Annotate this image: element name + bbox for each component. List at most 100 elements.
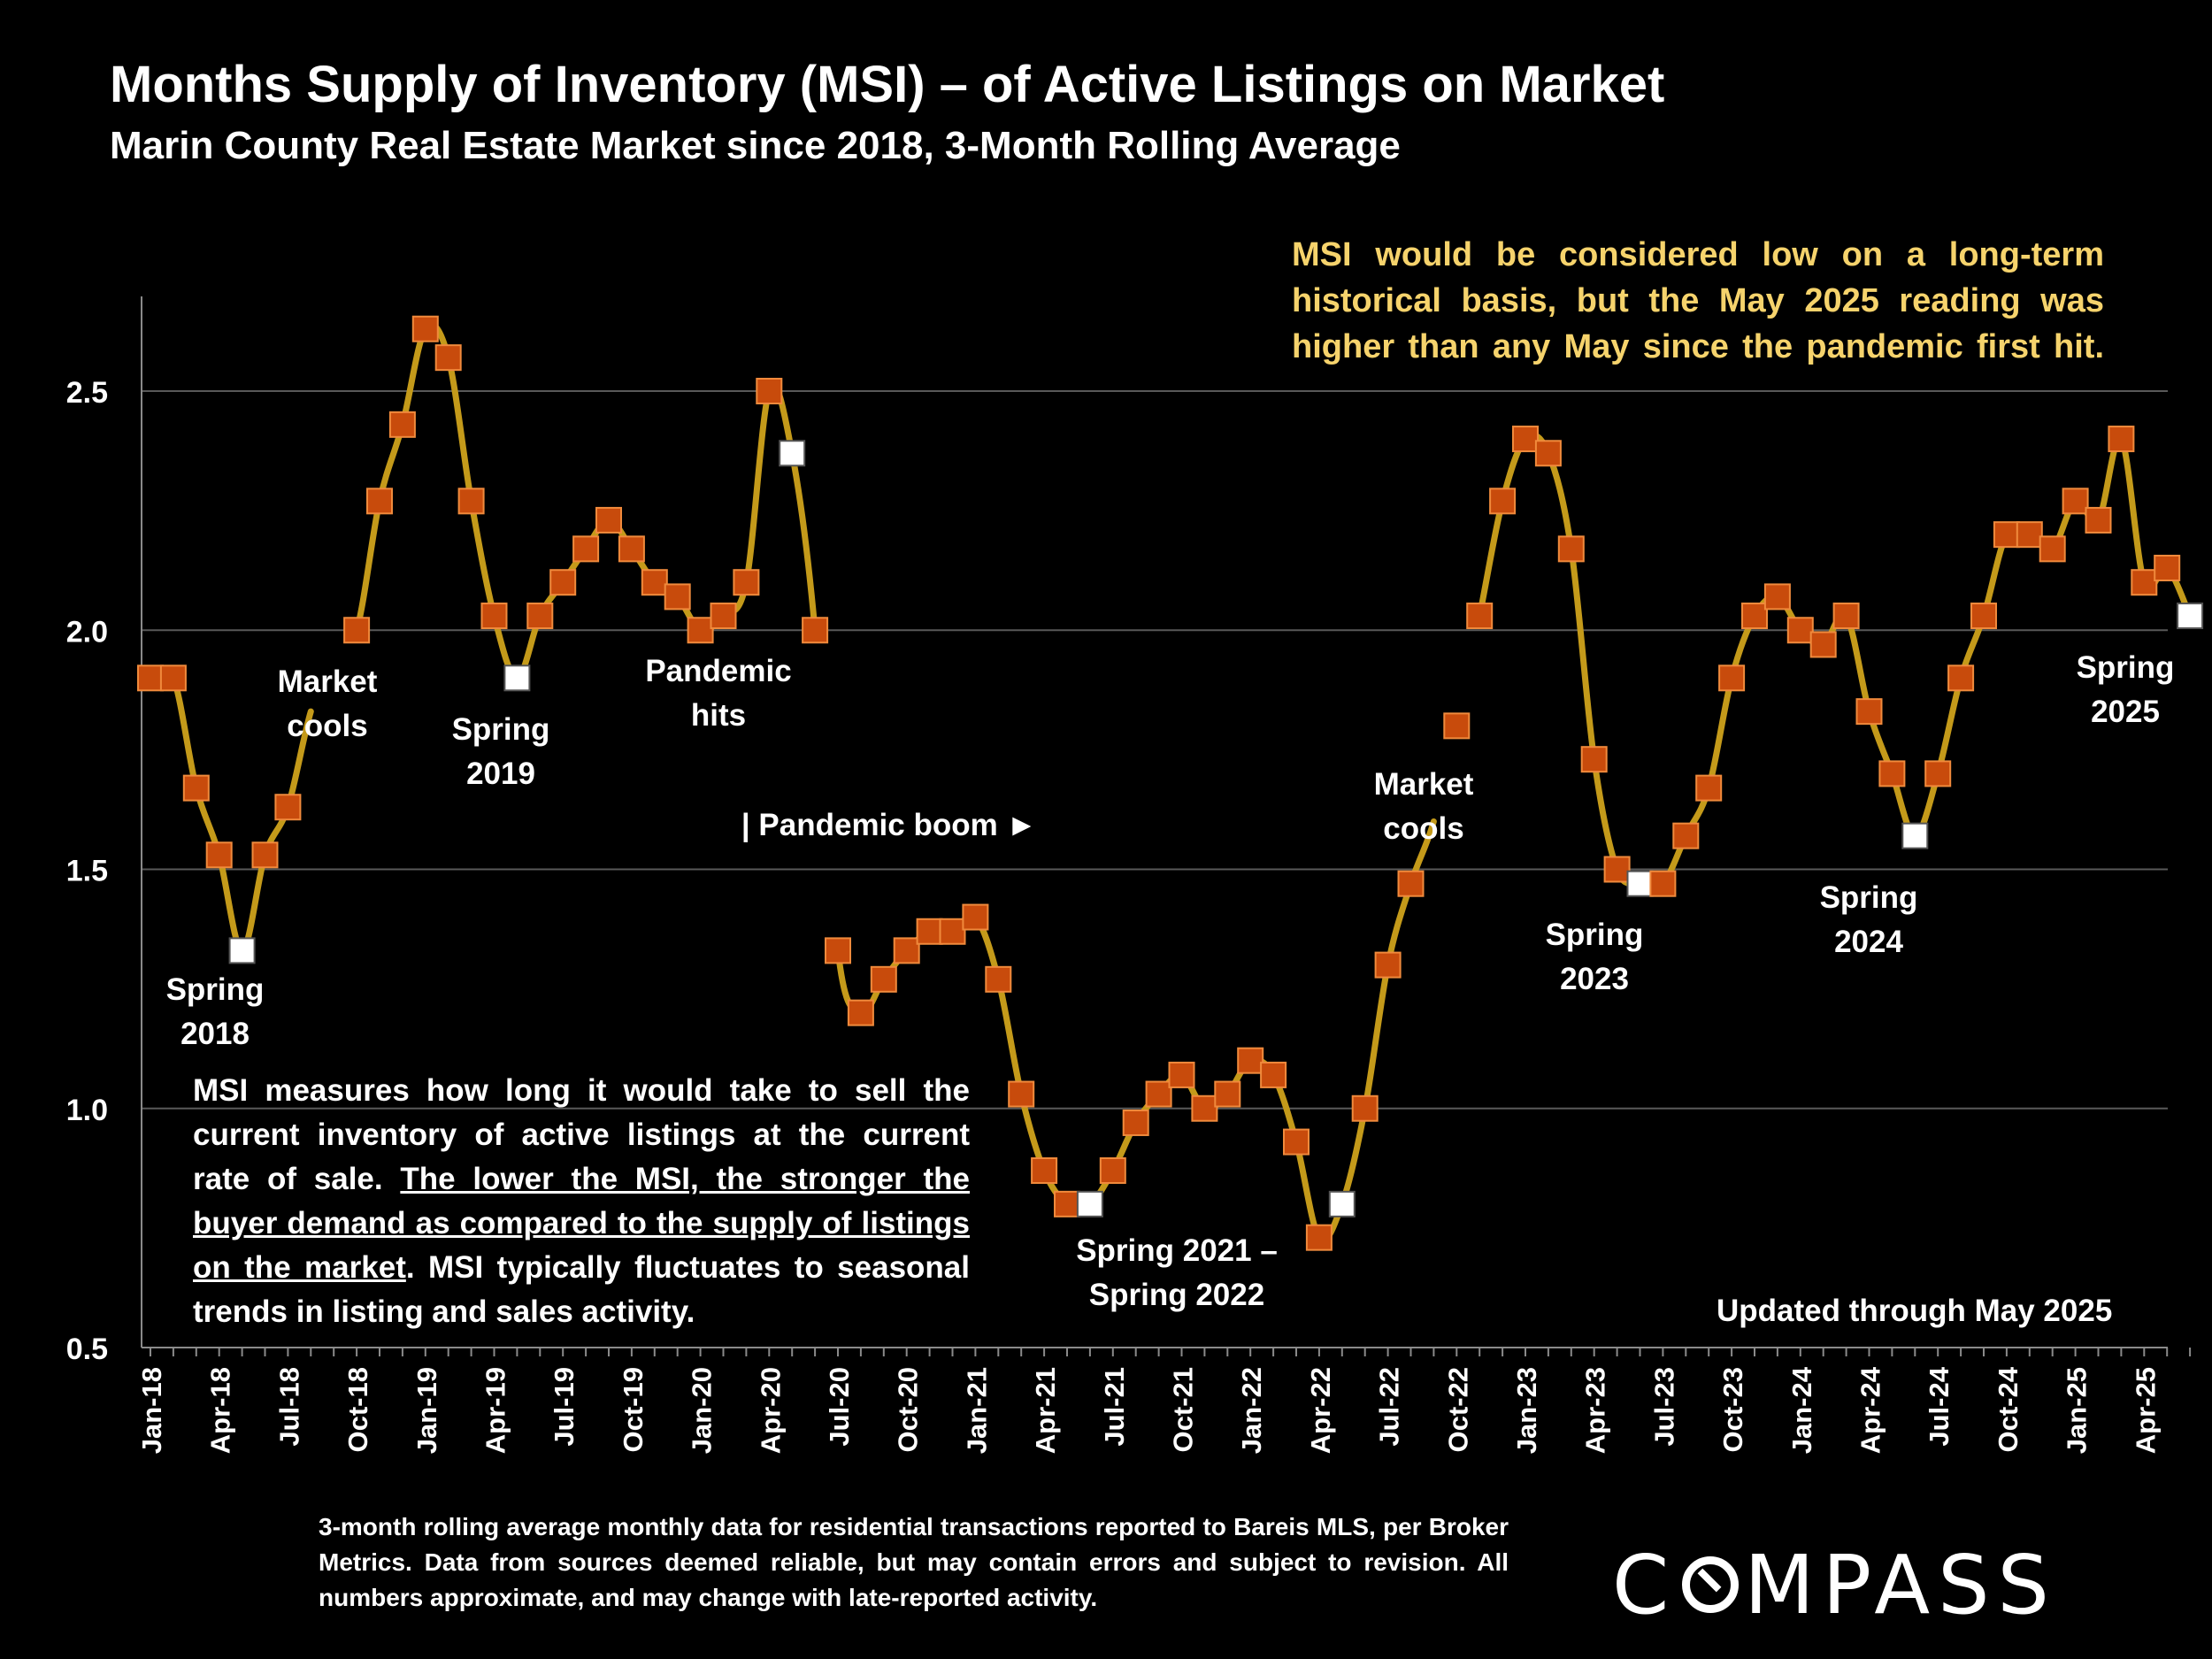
data-point — [1237, 1047, 1264, 1074]
data-point — [1878, 760, 1906, 787]
data-point — [1054, 1190, 1080, 1217]
data-point — [1489, 488, 1517, 515]
x-tick-label: Apr-23 — [1580, 1367, 1611, 1454]
data-point — [1672, 822, 1700, 849]
x-tick-label: Jul-24 — [1924, 1366, 1955, 1446]
data-point — [847, 999, 874, 1026]
data-point — [1374, 951, 1402, 979]
data-point — [870, 965, 897, 993]
data-point — [1260, 1061, 1287, 1088]
data-point — [1305, 1224, 1333, 1251]
data-point — [388, 411, 416, 438]
x-tick-label: Oct-24 — [1993, 1366, 2024, 1452]
data-point — [1145, 1080, 1172, 1108]
logo-o-icon — [1682, 1555, 1740, 1613]
x-tick-label: Apr-22 — [1305, 1367, 1336, 1454]
highlight-data-point — [503, 664, 531, 692]
annotation-label: Spring 2021 – Spring 2022 — [1076, 1233, 1278, 1312]
x-tick-label: Jan-18 — [136, 1367, 167, 1454]
data-point — [1649, 870, 1677, 897]
annotation-label: Spring 2025 — [2077, 650, 2175, 729]
data-point — [2016, 521, 2043, 549]
chart-subtitle: Marin County Real Estate Market since 20… — [110, 124, 1401, 167]
msi-definition-text-1: MSI measures how long it would take to s… — [193, 1073, 970, 1196]
highlight-data-point — [1626, 870, 1654, 897]
logo-letter-c: C — [1612, 1538, 1678, 1632]
data-point — [1832, 603, 1860, 630]
data-point — [664, 583, 691, 611]
compass-logo: C MPASS — [1612, 1538, 2057, 1632]
x-tick-label: Apr-24 — [1855, 1366, 1886, 1454]
x-tick-label: Jul-18 — [273, 1367, 304, 1447]
x-tick-label: Oct-19 — [618, 1367, 649, 1452]
data-point — [343, 617, 371, 644]
data-point — [893, 937, 920, 964]
data-point — [1214, 1080, 1241, 1108]
data-point — [1947, 664, 1975, 692]
x-tick-label: Oct-22 — [1442, 1367, 1473, 1452]
x-tick-label: Jul-19 — [549, 1367, 580, 1447]
highlight-data-point — [228, 937, 256, 964]
chart-title: Months Supply of Inventory (MSI) – of Ac… — [110, 56, 1665, 113]
data-point — [825, 937, 851, 964]
data-point — [2154, 554, 2181, 581]
data-point — [1763, 583, 1791, 611]
annotation-label: Market cools — [278, 664, 378, 743]
grid-layer — [142, 390, 2168, 1110]
annotation-label: Spring 2024 — [1820, 880, 1918, 959]
msi-definition-text-2: . MSI typically fluctuates to seasonal t… — [193, 1250, 970, 1329]
highlight-data-point — [2177, 603, 2204, 630]
x-tick-label: Apr-19 — [480, 1367, 511, 1454]
data-point — [1993, 521, 2020, 549]
data-point — [1557, 535, 1585, 563]
highlight-data-point — [1076, 1190, 1103, 1217]
data-point — [1741, 603, 1768, 630]
annotation-label: | Pandemic boom ► — [741, 808, 1037, 842]
annotation-layer: Spring 2018 Market cools Spring 2019 Pandemic h… — [166, 650, 2175, 1312]
annotation-label: Spring 2018 — [166, 972, 265, 1051]
annotation-label: Spring 2019 — [452, 712, 550, 791]
data-point — [1924, 760, 1952, 787]
x-tick-label: Oct-23 — [1717, 1367, 1748, 1452]
x-tick-label: Oct-21 — [1168, 1367, 1199, 1452]
data-point — [1718, 664, 1746, 692]
msi-definition-note: MSI measures how long it would take to s… — [193, 1069, 970, 1334]
data-point — [1695, 774, 1723, 802]
x-tick-label: Apr-18 — [205, 1367, 236, 1454]
marker-layer — [137, 315, 2204, 1251]
data-point — [2085, 506, 2112, 534]
data-point — [205, 841, 233, 869]
x-tick-label: Jan-25 — [2062, 1367, 2093, 1454]
x-tick-label: Jan-21 — [961, 1367, 992, 1454]
y-tick-label: 1.0 — [66, 1094, 108, 1127]
highlight-data-point — [779, 440, 806, 467]
data-point — [411, 315, 439, 342]
x-tick-label: Jul-23 — [1648, 1367, 1679, 1447]
data-point — [1283, 1128, 1310, 1156]
data-point — [274, 794, 302, 821]
data-point — [1008, 1080, 1035, 1108]
data-point — [1855, 698, 1883, 726]
data-point — [137, 664, 164, 692]
axis-layer: 0.5 1.0 1.5 2.0 2.5 Jan-18 Apr-18 Jul-18 Oct-18 J… — [66, 296, 2192, 1454]
x-tick-label: Jan-24 — [1786, 1366, 1817, 1454]
x-tick-label: Jul-21 — [1099, 1367, 1130, 1447]
data-point — [2062, 488, 2089, 515]
data-point — [1099, 1157, 1126, 1185]
data-point — [526, 603, 554, 630]
data-point — [457, 488, 485, 515]
data-point — [1580, 746, 1608, 773]
data-point — [756, 378, 783, 404]
data-point — [1168, 1061, 1195, 1088]
data-point — [572, 535, 600, 563]
logo-letters-mpass: MPASS — [1744, 1538, 2057, 1632]
data-point — [2131, 569, 2158, 596]
data-point — [1786, 617, 1814, 644]
x-tick-label: Apr-20 — [755, 1367, 786, 1454]
data-point — [618, 535, 645, 563]
data-point — [1031, 1157, 1058, 1185]
x-tick-label: Apr-25 — [2130, 1367, 2161, 1454]
data-point — [159, 664, 187, 692]
data-point — [182, 774, 210, 802]
